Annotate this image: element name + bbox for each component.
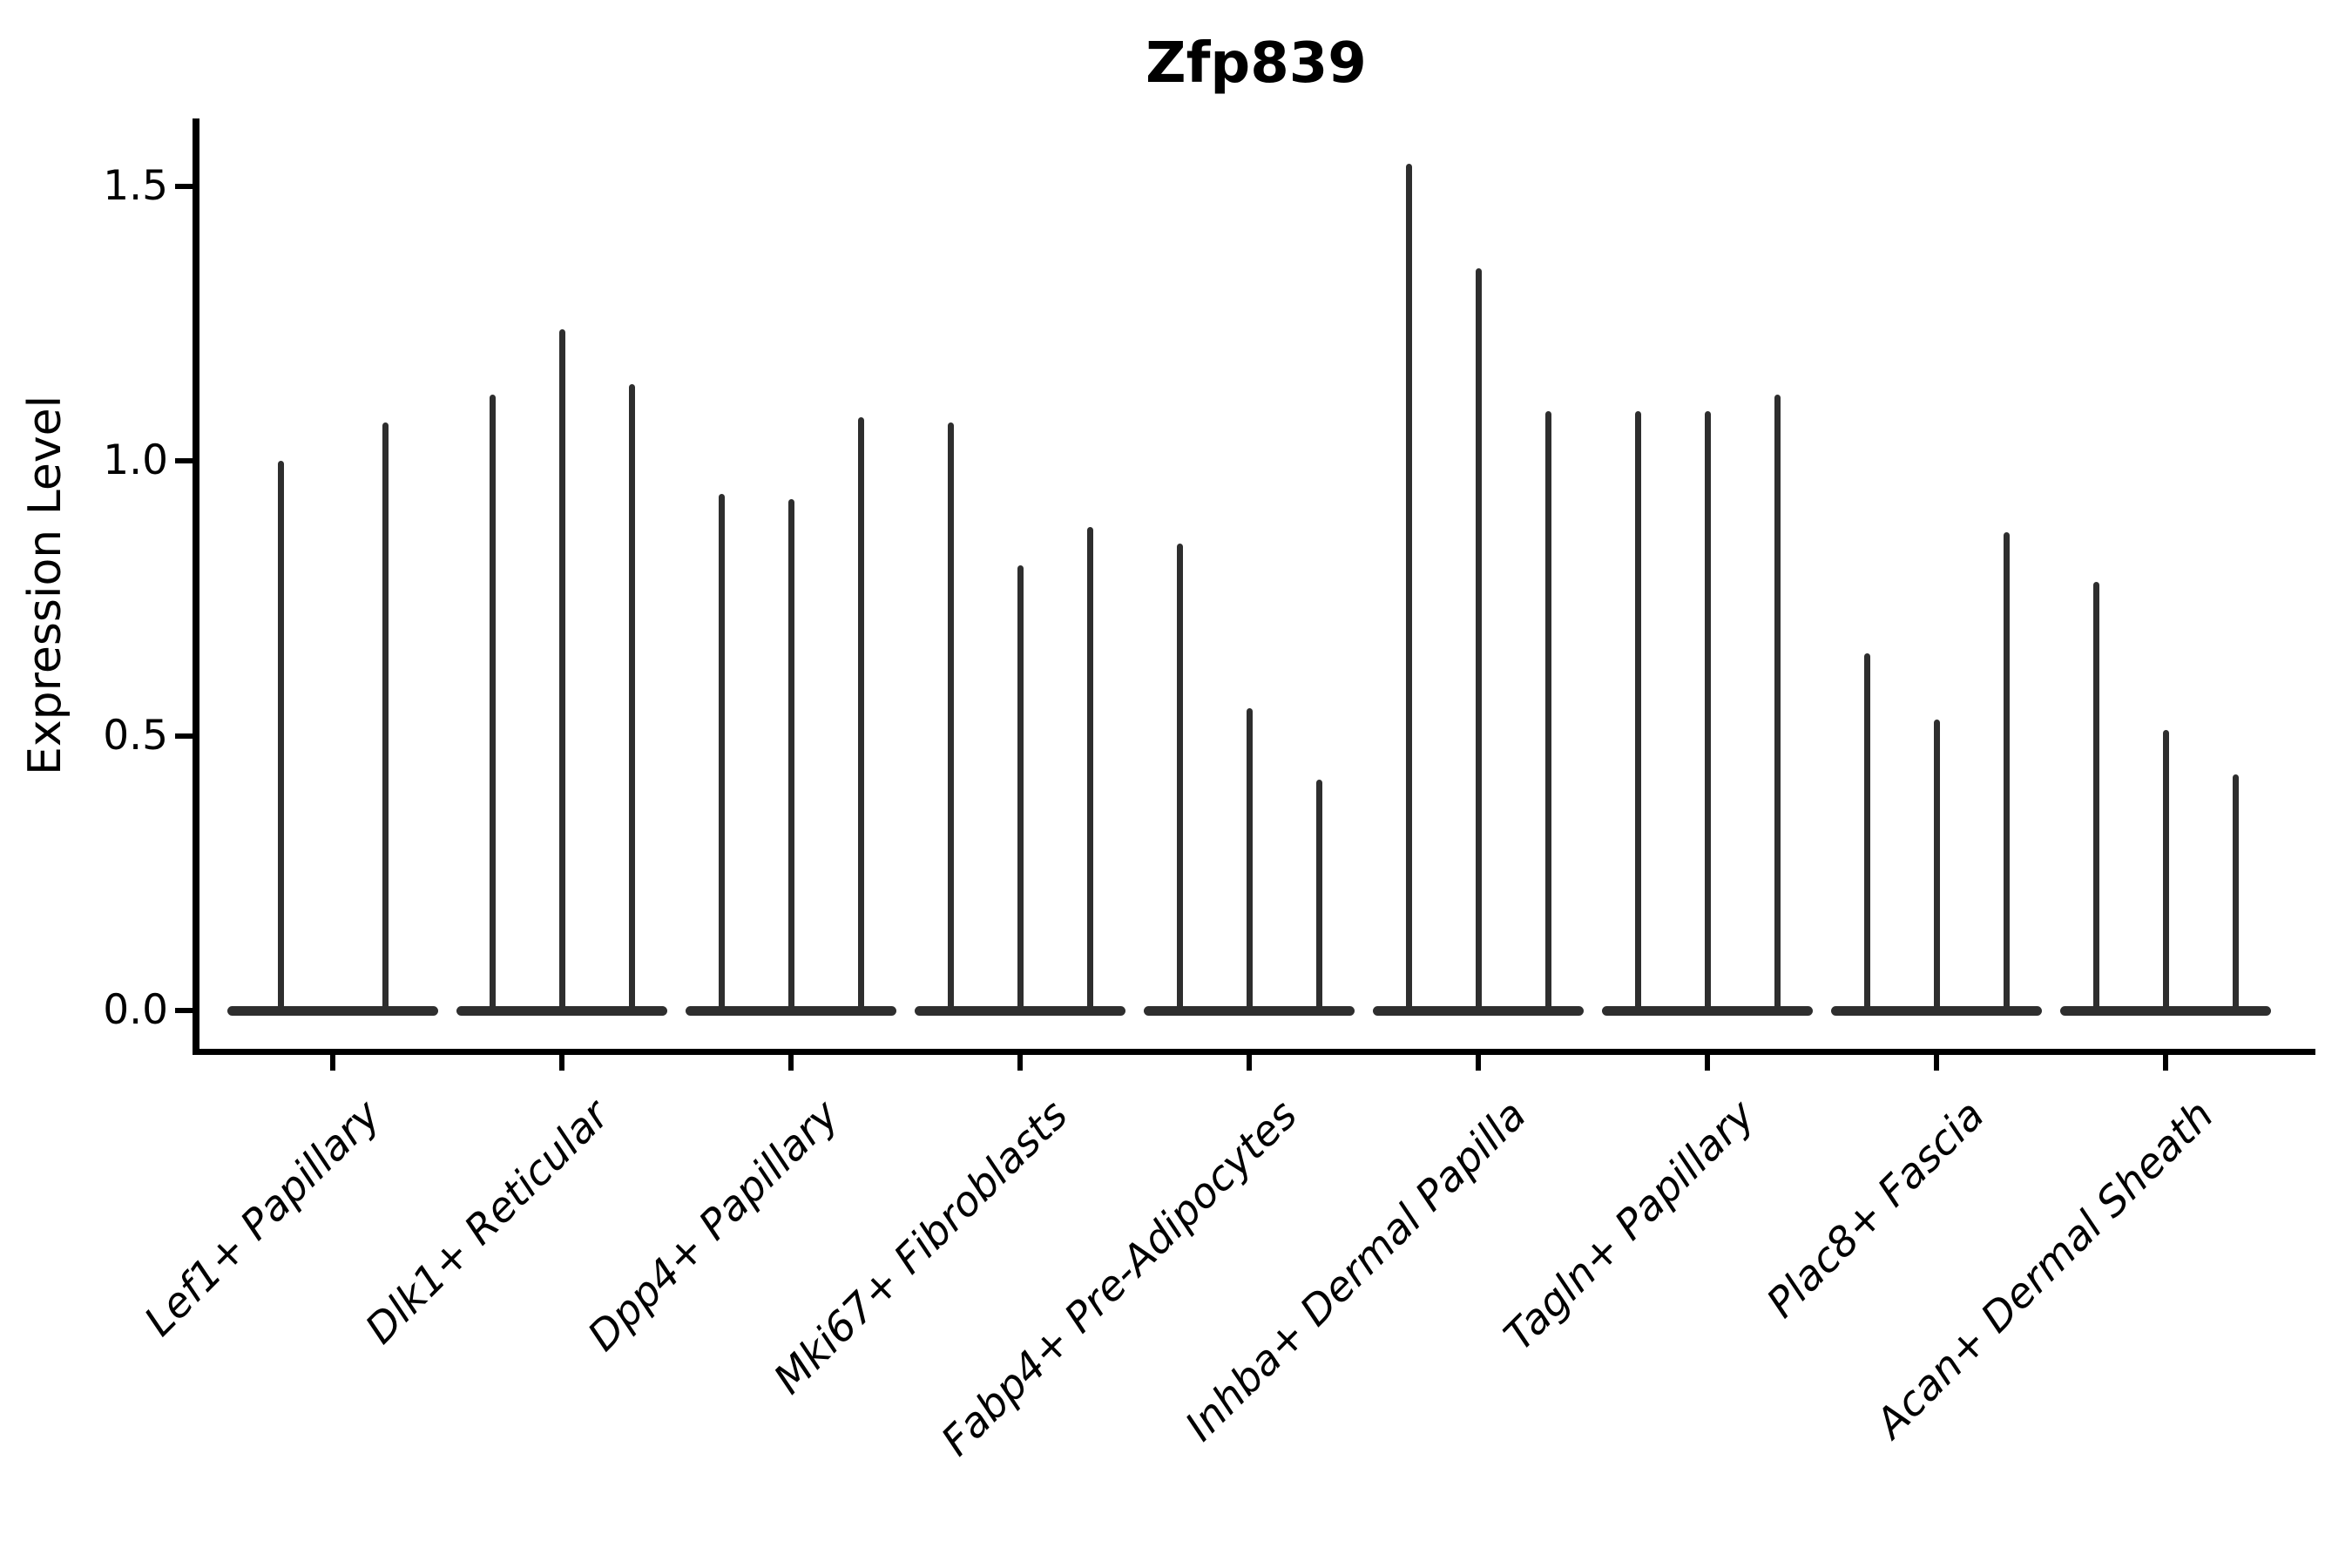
x-tick	[330, 1055, 335, 1071]
violin-needle	[1246, 707, 1253, 1014]
violin-needle	[1544, 411, 1551, 1014]
x-tick	[1017, 1055, 1023, 1071]
violin-needle	[2162, 730, 2169, 1014]
violin-needle	[628, 383, 635, 1014]
x-tick	[788, 1055, 794, 1071]
x-tick-label: Tagln+ Papillary	[1495, 1091, 1765, 1361]
violin-base	[227, 1006, 438, 1016]
x-tick	[1705, 1055, 1710, 1071]
violin-needle	[947, 422, 954, 1014]
violin-needle	[1176, 543, 1183, 1014]
violin-needle	[1405, 164, 1412, 1014]
violin-needle	[787, 499, 794, 1014]
x-tick-label: Plac8+ Fascia	[1757, 1091, 1994, 1328]
violin-needle	[1774, 395, 1781, 1014]
violin-needle	[1634, 411, 1641, 1014]
chart-title: Zfp839	[1146, 31, 1367, 96]
violin-needle	[1475, 268, 1482, 1014]
violin-needle	[2092, 581, 2099, 1014]
y-tick-label: 1.0	[103, 436, 168, 484]
violin-needle	[1933, 719, 1940, 1014]
x-tick	[559, 1055, 564, 1071]
y-tick-label: 0.0	[103, 986, 168, 1034]
violin-needle	[1086, 526, 1093, 1014]
violin-needle	[1315, 779, 1322, 1014]
x-tick-label: Dpp4+ Papillary	[578, 1091, 848, 1361]
violin-needle	[2232, 774, 2239, 1014]
violin-needle	[489, 395, 496, 1014]
y-tick-label: 0.5	[103, 711, 168, 760]
violin-needle	[1017, 564, 1024, 1014]
x-axis-spine	[193, 1049, 2315, 1055]
violin-needle	[718, 493, 725, 1014]
violin-needle	[277, 461, 284, 1014]
violin-needle	[1704, 411, 1711, 1014]
x-tick	[1476, 1055, 1481, 1071]
y-tick	[175, 458, 193, 463]
violin-needle	[1863, 652, 1870, 1014]
violin-needle	[558, 328, 565, 1014]
violin-needle	[382, 422, 389, 1014]
violin-needle	[857, 416, 864, 1014]
y-tick-label: 1.5	[103, 161, 168, 210]
x-tick	[1934, 1055, 1939, 1071]
y-tick	[175, 733, 193, 739]
violin-needle	[2003, 532, 2010, 1014]
x-tick-label: Dlk1+ Reticular	[356, 1091, 619, 1354]
y-tick	[175, 1008, 193, 1013]
x-tick	[2163, 1055, 2168, 1071]
y-axis-spine	[193, 118, 199, 1055]
y-tick	[175, 183, 193, 189]
x-tick-label: Lef1+ Papillary	[135, 1091, 390, 1346]
x-tick	[1247, 1055, 1252, 1071]
